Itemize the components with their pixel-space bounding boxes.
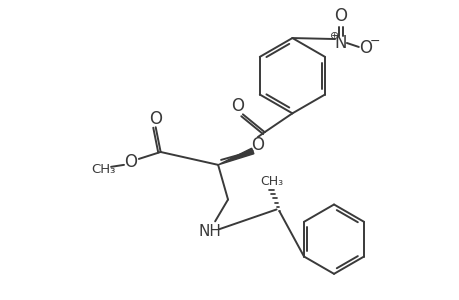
Text: ⊕: ⊕ <box>330 31 339 41</box>
Text: O: O <box>149 110 162 128</box>
Polygon shape <box>218 148 253 165</box>
Text: O: O <box>124 153 137 171</box>
Text: CH₃: CH₃ <box>91 163 115 176</box>
Text: N: N <box>334 34 347 52</box>
Text: −: − <box>369 34 379 47</box>
Text: O: O <box>334 7 347 25</box>
Text: O: O <box>358 39 371 57</box>
Text: CH₃: CH₃ <box>259 175 283 188</box>
Text: NH: NH <box>198 224 221 239</box>
Text: O: O <box>231 98 244 116</box>
Text: O: O <box>251 136 263 154</box>
